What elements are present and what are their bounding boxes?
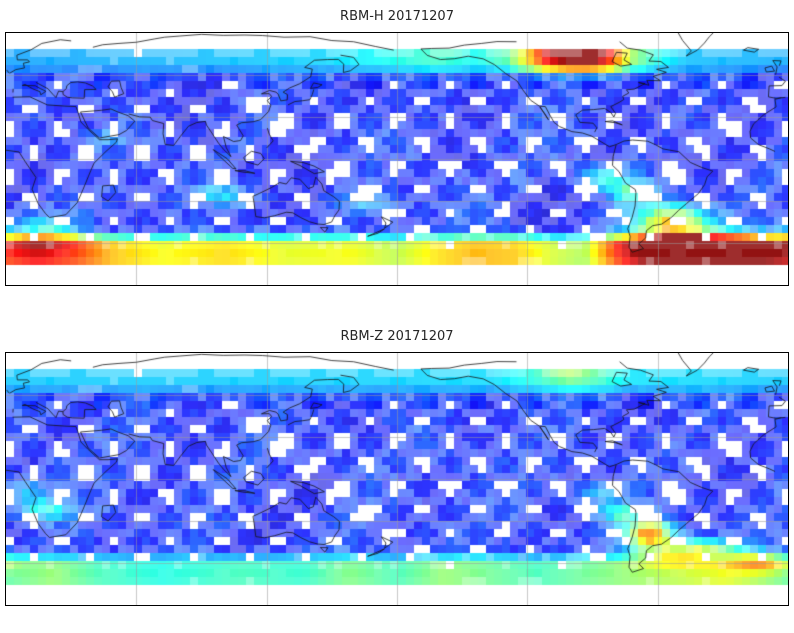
rbm-h-map-canvas — [5, 32, 789, 286]
chart-title-rbm-z: RBM-Z 20171207 — [340, 329, 454, 344]
rbm-z-map-canvas — [5, 352, 789, 606]
chart-title-rbm-h: RBM-H 20171207 — [340, 9, 454, 24]
